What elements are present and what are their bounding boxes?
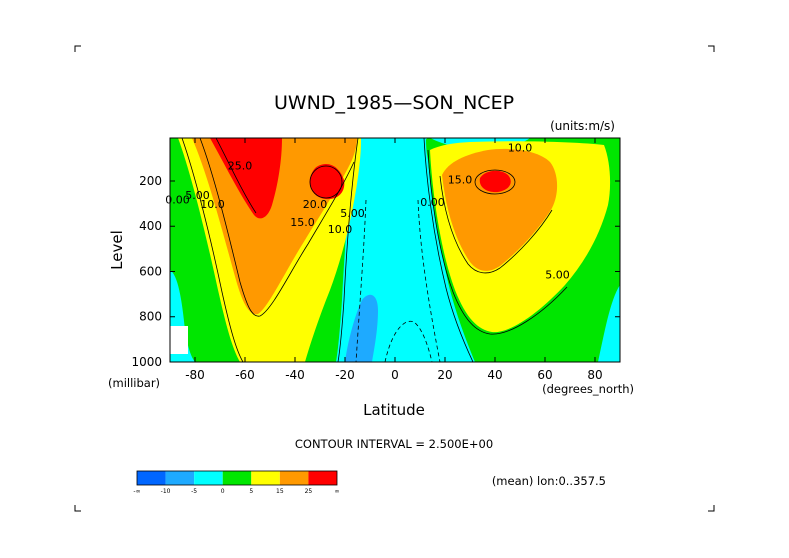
contour-line-north-inner: [439, 175, 553, 274]
contour-label: 5.00: [340, 207, 365, 220]
region-negative-strong: [345, 294, 378, 362]
contour-line-south-core: [309, 165, 343, 199]
corner-mark-top-right: [708, 45, 715, 52]
chart-title: UWND_1985—SON_NCEP: [274, 92, 514, 114]
region-negative-polar-north: [598, 285, 620, 362]
y-tick-label: 1000: [131, 355, 162, 369]
corner-mark-bottom-left: [74, 505, 81, 512]
contour-label: 20.0: [303, 198, 328, 211]
colorbar-label: -10: [161, 488, 171, 495]
colorbar-label: 5: [249, 488, 253, 495]
y-axis: 200 400 600 800 1000: [131, 174, 620, 369]
colorbar: -∞ -10 -5 0 5 15 25 ∞: [133, 470, 340, 495]
y-tick-label: 400: [139, 219, 162, 233]
x-tick-label: 80: [587, 368, 602, 382]
contour-line-tropics-neg-2: [417, 199, 441, 362]
x-tick-label: 40: [487, 368, 502, 382]
contour-label: 15.0: [290, 216, 315, 229]
contour-label: 10.0: [328, 223, 353, 236]
x-tick-label: -80: [185, 368, 205, 382]
region-level-25-plus-south-a: [210, 138, 282, 219]
region-level-15-25-north: [442, 148, 558, 271]
mean-text: (mean) lon:0..357.5: [492, 474, 606, 488]
contour-label: 0.00: [420, 196, 445, 209]
colorbar-swatch: [222, 471, 252, 485]
contour-lines: [181, 138, 568, 362]
contour-line-north-outer: [427, 149, 568, 335]
colorbar-swatch: [308, 471, 337, 485]
x-axis-title: Latitude: [363, 401, 425, 419]
x-unit-label: (degrees_north): [542, 382, 634, 396]
x-tick-label: 20: [437, 368, 452, 382]
contour-line-tropics-neg-3: [384, 320, 433, 362]
colorbar-label: -∞: [133, 488, 140, 495]
contour-line-tropics-west: [423, 138, 474, 362]
contour-line-north-core: [474, 169, 516, 195]
region-white-patch: [170, 326, 188, 354]
colorbar-label: 15: [276, 488, 284, 495]
colorbar-label: -5: [191, 488, 197, 495]
contour-label: 10.0: [508, 142, 533, 155]
region-negative-top: [360, 138, 428, 148]
contour-label: 5.00: [545, 268, 570, 281]
contour-label: 15.0: [448, 173, 473, 186]
y-tick-label: 200: [139, 174, 162, 188]
colorbar-label: 25: [305, 488, 313, 495]
contour-line-tropics-east: [337, 138, 359, 362]
contour-line-south-jet-core: [215, 138, 257, 214]
x-tick-label: 0: [391, 368, 399, 382]
corner-mark-bottom-right: [708, 505, 715, 512]
x-axis: -80 -60 -40 -20 0 20 40 60 80: [185, 138, 603, 382]
y-tick-label: 600: [139, 264, 162, 278]
x-tick-label: -60: [235, 368, 255, 382]
contour-label: 5.00: [185, 189, 210, 202]
contour-label: 0.00: [165, 194, 190, 207]
y-axis-title: Level: [108, 230, 126, 270]
corner-mark-top-left: [74, 45, 81, 52]
contour-labels: 25.020.015.010.010.05.005.000.00 0.0015.0…: [165, 142, 570, 282]
colorbar-swatch: [194, 471, 223, 485]
region-level-25-plus-north: [479, 170, 511, 193]
x-tick-label: -40: [285, 368, 305, 382]
contour-label: 25.0: [228, 160, 253, 173]
y-tick-label: 800: [139, 310, 162, 324]
contour-line-south-outer: [181, 138, 244, 362]
region-level-25-plus-south-b: [309, 163, 345, 200]
contour-line-tropics-neg-1: [355, 199, 367, 362]
contour-interval-text: CONTOUR INTERVAL = 2.500E+00: [295, 437, 493, 451]
colorbar-swatch: [165, 471, 195, 485]
colorbar-frame: [136, 470, 338, 486]
colorbar-label: ∞: [335, 488, 340, 495]
x-tick-label: 60: [537, 368, 552, 382]
units-label: (units:m/s): [550, 119, 615, 133]
contour-label: 10.0: [200, 198, 225, 211]
colorbar-label: 0: [221, 488, 225, 495]
colorbar-swatch: [251, 471, 280, 485]
y-unit-label: (millibar): [108, 376, 160, 390]
x-tick-label: -20: [335, 368, 355, 382]
colorbar-swatch: [279, 471, 309, 485]
colorbar-swatch: [137, 471, 166, 485]
contour-line-south-inner: [199, 138, 355, 317]
